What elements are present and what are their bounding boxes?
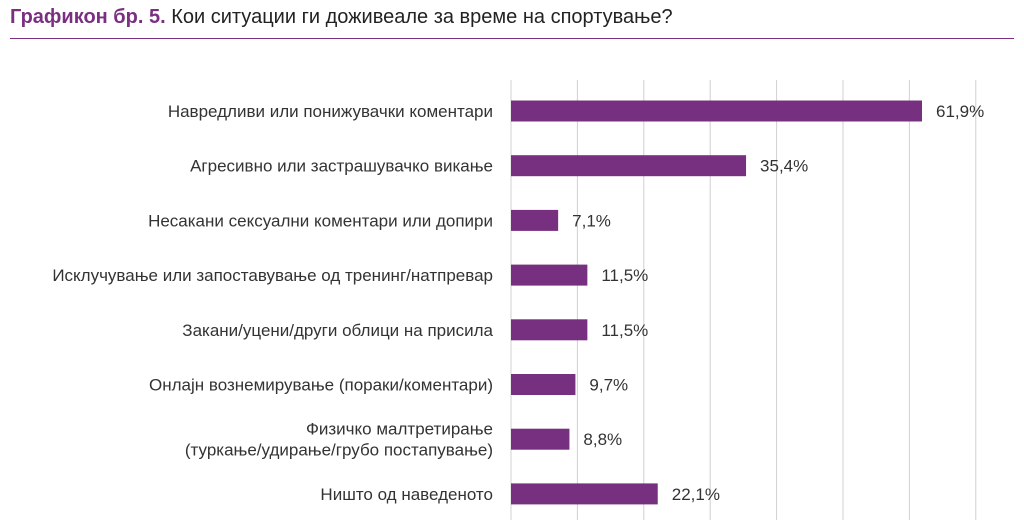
bar	[511, 100, 922, 122]
value-label: 8,8%	[583, 430, 622, 449]
bar	[511, 209, 559, 231]
category-label: Исклучување или запоставување од тренинг…	[52, 266, 493, 285]
chart-title: Графикон бр. 5. Кои ситуации ги доживеал…	[10, 6, 673, 29]
category-label: Несакани сексуални коментари или допири	[148, 211, 493, 230]
category-label-line: Исклучување или запоставување од тренинг…	[52, 266, 493, 285]
bar	[511, 428, 570, 450]
figure-label: Графикон бр. 5.	[10, 6, 166, 28]
category-label: Агресивно или застрашувачко викање	[190, 157, 493, 176]
category-label: Онлајн вознемирување (пораки/коментари)	[149, 376, 493, 395]
figure-title: Кои ситуации ги доживеале за време на сп…	[171, 6, 673, 28]
value-label: 11,5%	[601, 266, 648, 285]
category-label: Физичко малтретирање (туркање/удирање/гру…	[185, 420, 493, 460]
bar	[511, 483, 658, 505]
value-label: 22,1%	[672, 485, 720, 504]
category-label: Ништо од наведеното	[320, 485, 493, 504]
value-label: 9,7%	[589, 376, 628, 395]
category-label-line: (туркање/удирање/грубо постапување)	[185, 441, 493, 460]
value-label: 11,5%	[601, 321, 648, 340]
bar	[511, 374, 576, 395]
value-label: 7,1%	[572, 211, 611, 230]
category-label-line: Физичко малтретирање	[306, 420, 493, 439]
category-label-line: Онлајн вознемирување (пораки/коментари)	[149, 376, 493, 395]
category-label: Навредливи или понижувачки коментари	[168, 102, 493, 121]
bar	[511, 319, 588, 341]
bar	[511, 264, 588, 286]
category-label-line: Навредливи или понижувачки коментари	[168, 102, 493, 121]
category-label-line: Ништо од наведеното	[320, 485, 493, 504]
value-label: 35,4%	[760, 157, 808, 176]
bar	[511, 155, 747, 177]
value-label: 61,9%	[936, 102, 984, 121]
chart-header: Графикон бр. 5. Кои ситуации ги доживеал…	[10, 6, 1014, 39]
category-label-line: Закани/уцени/други облици на присила	[182, 321, 493, 340]
category-label: Закани/уцени/други облици на присила	[182, 321, 493, 340]
category-label-line: Агресивно или застрашувачко викање	[190, 157, 493, 176]
category-label-line: Несакани сексуални коментари или допири	[148, 211, 493, 230]
